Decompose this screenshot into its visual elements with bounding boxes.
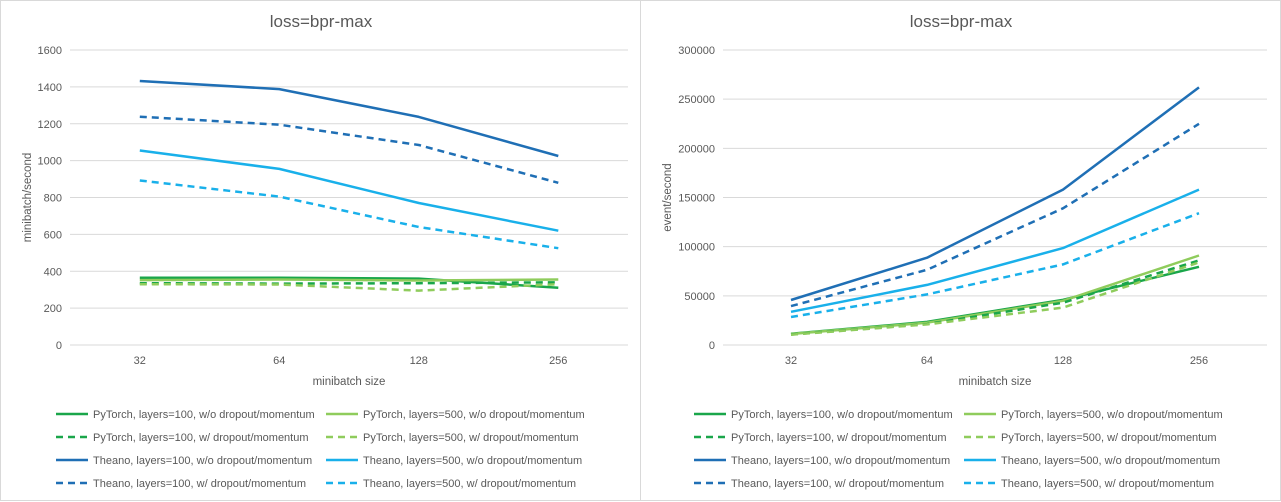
x-tick-label: 256 bbox=[1190, 355, 1208, 367]
legend-entry: Theano, layers=500, w/ dropout/momentum bbox=[1001, 478, 1214, 490]
series-line bbox=[139, 149, 559, 232]
x-tick-label: 128 bbox=[1054, 355, 1072, 367]
x-axis-label: minibatch size bbox=[959, 376, 1032, 388]
x-tick-label: 32 bbox=[785, 355, 797, 367]
chart-title: loss=bpr-max bbox=[910, 12, 1013, 31]
chart-layer: loss=bpr-max 0 50000 100000 150000 200000 2500… bbox=[662, 12, 1267, 490]
legend-entry: PyTorch, layers=100, w/ dropout/momentum bbox=[731, 432, 947, 444]
x-tick-label: 64 bbox=[273, 355, 285, 367]
legend-entry: PyTorch, layers=500, w/ dropout/momentum bbox=[1001, 432, 1217, 444]
x-tick-label: 64 bbox=[921, 355, 933, 367]
series-line bbox=[790, 259, 1200, 336]
y-tick-label: 200000 bbox=[678, 143, 715, 155]
y-tick-label: 1200 bbox=[38, 119, 62, 131]
legend-entry: PyTorch, layers=500, w/o dropout/momentu… bbox=[363, 409, 585, 421]
legend-entry: Theano, layers=100, w/o dropout/momentum bbox=[731, 455, 950, 467]
chart-panel-event-per-second: loss=bpr-max 0 50000 100000 150000 200000 2500… bbox=[640, 0, 1281, 501]
y-tick-label: 1600 bbox=[38, 45, 62, 57]
chart-panel-minibatch-per-second: loss=bpr-max 0 200 400 600 800 1000 1200 1400 160… bbox=[0, 0, 641, 501]
legend-entry: Theano, layers=500, w/o dropout/momentum bbox=[1001, 455, 1220, 467]
series-line bbox=[790, 254, 1200, 336]
series-line bbox=[139, 115, 559, 185]
y-tick-label: 800 bbox=[44, 193, 62, 205]
series-line bbox=[139, 282, 559, 292]
y-tick-label: 150000 bbox=[678, 193, 715, 205]
line-chart-minibatch-per-second: loss=bpr-max 0 200 400 600 800 1000 1200 1400 160… bbox=[22, 12, 628, 490]
y-tick-label: 600 bbox=[44, 229, 62, 241]
y-tick-label: 100000 bbox=[678, 242, 715, 254]
series-line bbox=[139, 79, 559, 158]
legend-entry: Theano, layers=100, w/o dropout/momentum bbox=[93, 455, 312, 467]
legend-entry: PyTorch, layers=100, w/o dropout/momentu… bbox=[93, 409, 315, 421]
y-axis-label: event/second bbox=[662, 163, 674, 231]
y-tick-label: 300000 bbox=[678, 45, 715, 57]
legend-entry: PyTorch, layers=500, w/ dropout/momentum bbox=[363, 432, 579, 444]
legend-entry: Theano, layers=500, w/ dropout/momentum bbox=[363, 478, 576, 490]
y-tick-label: 1400 bbox=[38, 82, 62, 94]
y-axis-label: minibatch/second bbox=[22, 153, 34, 243]
series-line bbox=[139, 281, 559, 285]
series-line bbox=[790, 261, 1200, 336]
legend-entry: Theano, layers=500, w/o dropout/momentum bbox=[363, 455, 582, 467]
series-line bbox=[139, 179, 559, 250]
y-tick-label: 250000 bbox=[678, 94, 715, 106]
y-tick-label: 1000 bbox=[38, 156, 62, 168]
x-tick-label: 256 bbox=[549, 355, 567, 367]
y-tick-label: 0 bbox=[709, 340, 715, 352]
legend-entry: Theano, layers=100, w/ dropout/momentum bbox=[93, 478, 306, 490]
line-chart-event-per-second: loss=bpr-max 0 50000 100000 150000 200000 2500… bbox=[662, 12, 1267, 490]
series-line bbox=[790, 86, 1200, 302]
y-tick-label: 0 bbox=[56, 340, 62, 352]
x-tick-label: 128 bbox=[410, 355, 428, 367]
x-axis-label: minibatch size bbox=[313, 376, 386, 388]
series-line bbox=[139, 278, 559, 282]
y-tick-label: 400 bbox=[44, 266, 62, 278]
legend-entry: PyTorch, layers=100, w/o dropout/momentu… bbox=[731, 409, 953, 421]
series-line bbox=[790, 212, 1200, 319]
x-tick-label: 32 bbox=[134, 355, 146, 367]
chart-title: loss=bpr-max bbox=[270, 12, 373, 31]
legend-entry: PyTorch, layers=100, w/ dropout/momentum bbox=[93, 432, 309, 444]
series-line bbox=[790, 188, 1200, 314]
chart-layer: loss=bpr-max 0 200 400 600 800 1000 1200 1400 160… bbox=[22, 12, 628, 490]
legend-entry: PyTorch, layers=500, w/o dropout/momentu… bbox=[1001, 409, 1223, 421]
y-tick-label: 50000 bbox=[684, 291, 715, 303]
legend-entry: Theano, layers=100, w/ dropout/momentum bbox=[731, 478, 944, 490]
y-tick-label: 200 bbox=[44, 303, 62, 315]
